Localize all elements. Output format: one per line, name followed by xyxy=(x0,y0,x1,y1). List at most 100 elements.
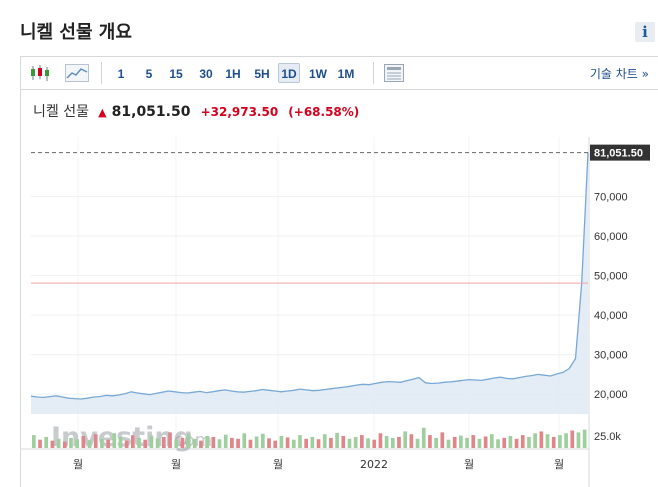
timeframe-5h[interactable]: 5H xyxy=(254,67,270,81)
volume-bar xyxy=(471,435,476,448)
volume-bar xyxy=(372,439,377,448)
volume-bar xyxy=(502,437,507,448)
quote-header: 니켈 선물 ▲ 81,051.50 +32,973.50 (+68.58%) xyxy=(33,101,359,121)
info-icon[interactable]: i xyxy=(635,22,655,42)
last-price: 81,051.50 xyxy=(111,104,191,120)
timeframe-1w[interactable]: 1W xyxy=(309,67,327,81)
volume-bar xyxy=(248,439,253,448)
price-line xyxy=(30,152,589,400)
volume-bar xyxy=(434,437,438,448)
volume-bar xyxy=(415,438,420,448)
volume-bar xyxy=(582,429,587,448)
area-chart-icon[interactable] xyxy=(65,63,89,83)
volume-bar xyxy=(217,439,222,448)
volume-bar xyxy=(56,438,61,448)
toolbar-divider xyxy=(101,62,102,84)
arrow-up-icon: ▲ xyxy=(98,106,107,119)
price-chart[interactable]: 20,000 30,000 40,000 50,000 60,000 70,000 월 월 월 2… xyxy=(21,57,658,487)
volume-bar xyxy=(112,433,117,448)
volume-bar xyxy=(366,438,370,448)
volume-bar xyxy=(514,438,519,448)
volume-bar xyxy=(483,436,488,448)
x-tick-label: 월 xyxy=(273,458,283,471)
price-area xyxy=(31,152,588,414)
volume-bar xyxy=(322,434,327,448)
volume-bar xyxy=(409,434,414,448)
volume-bar xyxy=(174,439,179,448)
candlestick-chart-icon[interactable] xyxy=(29,63,51,83)
volume-bar xyxy=(100,438,104,448)
y-tick-label: 50,000 xyxy=(594,271,628,283)
volume-bar xyxy=(69,437,73,448)
volume-bar xyxy=(360,435,364,448)
y-tick-label: 20,000 xyxy=(594,389,628,401)
volume-bar xyxy=(118,436,123,448)
volume-bar xyxy=(223,434,228,448)
volume-bar xyxy=(428,435,432,448)
volume-bar xyxy=(75,439,80,448)
timeframe-1m[interactable]: 1M xyxy=(337,67,355,81)
volume-bar xyxy=(459,435,463,448)
volume-bar xyxy=(192,438,197,448)
last-price-tag-label: 81,051.50 xyxy=(594,148,643,160)
volume-bar xyxy=(236,438,240,448)
volume-bar xyxy=(539,431,544,448)
timeframe-15[interactable]: 15 xyxy=(169,67,183,81)
volume-bar xyxy=(279,436,284,448)
volume-bar xyxy=(38,439,42,448)
x-tick-label: 월 xyxy=(73,458,83,471)
volume-bar xyxy=(285,437,290,448)
price-change: +32,973.50 xyxy=(200,105,279,119)
volume-bar xyxy=(335,432,339,448)
volume-bar xyxy=(44,436,49,448)
timeframe-5[interactable]: 5 xyxy=(145,67,153,81)
volume-bar xyxy=(452,436,457,448)
volume-bar xyxy=(421,427,426,448)
volume-bar xyxy=(403,431,408,448)
volume-bar xyxy=(440,432,445,448)
volume-bar xyxy=(347,438,352,448)
volume-bar xyxy=(527,436,531,448)
toolbar-divider xyxy=(373,62,374,84)
volume-axis-label: 25.0k xyxy=(594,431,621,443)
volume-bar xyxy=(155,438,160,448)
volume-bar xyxy=(93,434,98,448)
x-tick-label: 월 xyxy=(554,458,564,471)
volume-bar xyxy=(254,436,259,448)
volume-bar xyxy=(50,440,55,448)
volume-bar xyxy=(477,438,482,448)
volume-bar xyxy=(329,437,333,448)
volume-bar xyxy=(199,440,203,448)
volume-bar xyxy=(353,436,358,448)
volume-bar xyxy=(384,436,389,448)
volume-bar xyxy=(496,439,500,448)
timeframe-30[interactable]: 30 xyxy=(199,67,213,81)
instrument-name: 니켈 선물 xyxy=(33,104,89,120)
y-tick-label: 40,000 xyxy=(594,310,628,322)
volume-bar xyxy=(390,437,395,448)
volume-bar xyxy=(378,433,383,448)
volume-bar xyxy=(397,436,401,448)
last-price-tag xyxy=(590,144,650,161)
volume-bar xyxy=(558,435,562,448)
volume-bar xyxy=(446,439,451,448)
volume-bar xyxy=(149,435,154,448)
volume-bar xyxy=(131,435,135,448)
volume-bar xyxy=(267,438,271,448)
chart-toolbar: 1 5 15 30 1H 5H 1D 1W 1M 기술 차트 » xyxy=(21,57,658,90)
volume-bar xyxy=(81,436,86,448)
timeframe-1d[interactable]: 1D xyxy=(278,63,300,83)
volume-bar xyxy=(298,435,302,448)
volume-bar xyxy=(465,437,469,448)
timeframe-1[interactable]: 1 xyxy=(117,67,125,81)
chart-settings-icon[interactable] xyxy=(383,63,405,83)
technical-chart-link[interactable]: 기술 차트 » xyxy=(589,67,649,81)
timeframe-1h[interactable]: 1H xyxy=(225,67,241,81)
volume-bar xyxy=(242,433,247,448)
volume-bar xyxy=(304,438,308,448)
volume-bar xyxy=(545,434,550,448)
volume-bar xyxy=(508,436,513,448)
volume-bar xyxy=(576,432,581,448)
volume-bar xyxy=(310,436,315,448)
volume-bar xyxy=(32,435,36,448)
